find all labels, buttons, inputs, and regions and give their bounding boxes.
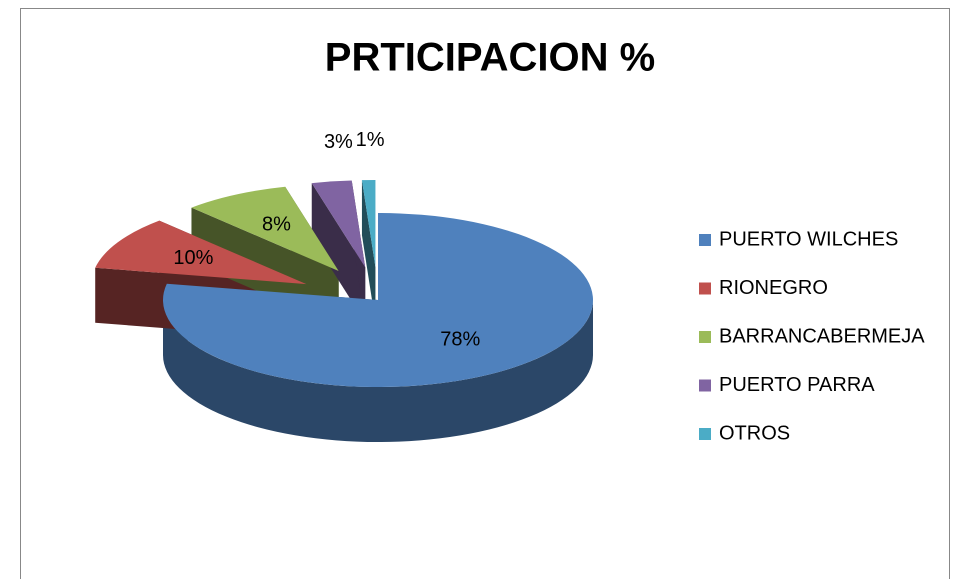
legend-swatch (699, 428, 711, 440)
legend-swatch (699, 234, 711, 246)
slice (162, 213, 593, 387)
data-label: 10% (173, 247, 213, 269)
chart-title: PRTICIPACION % (325, 36, 655, 80)
slice (361, 179, 376, 267)
legend-label: OTROS (719, 422, 790, 444)
slice (191, 186, 339, 272)
legend-swatch (699, 282, 711, 295)
legend-label: BARRANCABERMEJA (719, 325, 925, 347)
slice (311, 180, 366, 268)
legend-label: RIONEGRO (719, 277, 828, 299)
slice-wall (311, 183, 366, 323)
legend-label: PUERTO WILCHES (719, 228, 898, 250)
legend-swatch (699, 379, 711, 392)
data-label: 3% (324, 131, 353, 153)
legend-label: PUERTO PARRA (719, 374, 875, 396)
data-label: 78% (440, 329, 480, 351)
legend-swatch (699, 331, 711, 343)
slice (95, 220, 307, 285)
data-label: 8% (262, 214, 291, 236)
data-label: 1% (356, 129, 385, 151)
slice-wall (361, 180, 376, 322)
slice-side (163, 300, 593, 442)
